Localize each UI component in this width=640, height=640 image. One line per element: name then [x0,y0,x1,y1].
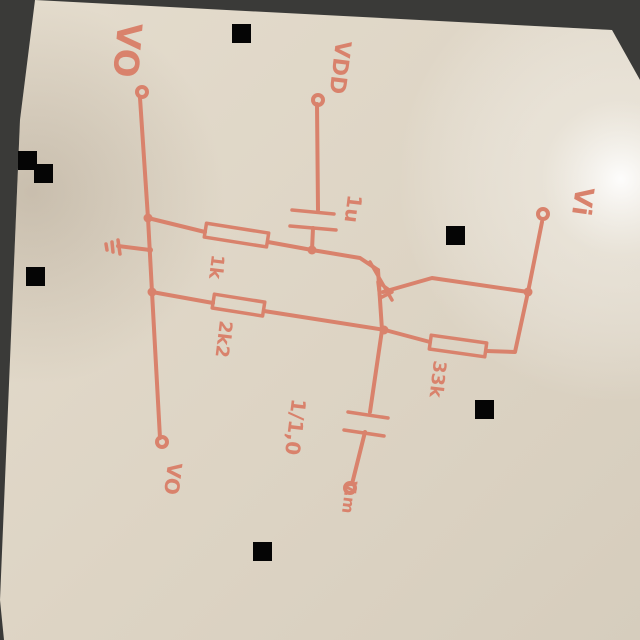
terminal-vo-bottom [155,435,169,449]
resistor-1k [202,221,271,249]
label-vi: Vi [565,185,599,217]
resistor-33k [427,333,489,359]
terminal-vdd [311,93,325,107]
redaction-squares [18,24,494,561]
terminal-vo-top [135,85,149,99]
label-vo-bottom: VO [159,461,187,496]
label-1k: 1k [204,253,228,281]
capacitor-top [288,208,338,232]
junction-nodes [143,213,533,335]
label-cap-top: 1u [340,193,367,224]
capacitor-bottom [342,410,390,438]
label-v-bottom: V.m [338,480,361,515]
transistor-symbol [368,260,394,302]
label-vo-top: VO [104,21,149,79]
label-2k2: 2k2 [211,319,236,358]
ground-symbol [104,238,122,256]
resistor-2k2 [210,292,267,318]
label-33k: 33k [424,359,449,399]
terminal-bottom [343,481,357,495]
terminal-vi [536,207,550,221]
terminals [135,85,550,495]
